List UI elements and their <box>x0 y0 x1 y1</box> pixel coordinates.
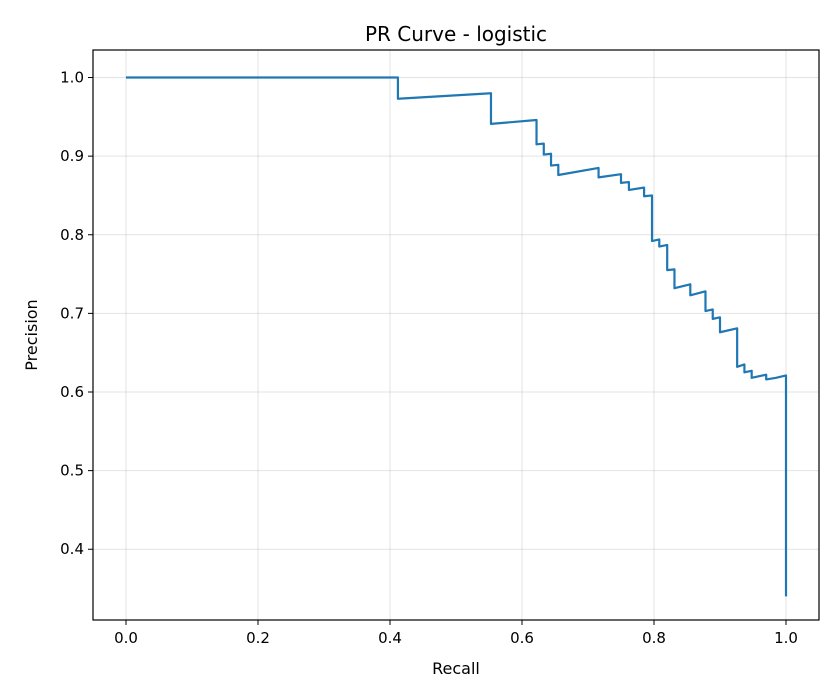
y-axis: 0.4 0.5 0.6 0.7 0.8 0.9 1.0 <box>60 69 93 558</box>
y-tick-label: 0.6 <box>60 383 84 401</box>
y-axis-label: Precision <box>22 299 41 370</box>
y-tick-label: 0.7 <box>60 304 84 322</box>
y-tick-label: 0.8 <box>60 226 84 244</box>
x-tick-label: 1.0 <box>774 629 798 647</box>
plot-frame <box>92 49 820 621</box>
chart-title: PR Curve - logistic <box>365 22 547 46</box>
y-tick-label: 1.0 <box>60 69 84 87</box>
x-tick-label: 0.4 <box>378 629 402 647</box>
y-tick-label: 0.9 <box>60 147 84 165</box>
x-tick-label: 0.8 <box>642 629 666 647</box>
pr-curve-line <box>126 76 788 597</box>
series-layer <box>126 76 788 597</box>
y-tick-label: 0.4 <box>60 540 84 558</box>
x-tick-label: 0.0 <box>114 629 138 647</box>
x-axis: 0.0 0.2 0.4 0.6 0.8 1.0 <box>114 620 798 647</box>
grid <box>93 50 819 620</box>
x-tick-label: 0.2 <box>246 629 270 647</box>
x-tick-label: 0.6 <box>510 629 534 647</box>
y-tick-label: 0.5 <box>60 462 84 480</box>
x-axis-label: Recall <box>432 659 480 678</box>
